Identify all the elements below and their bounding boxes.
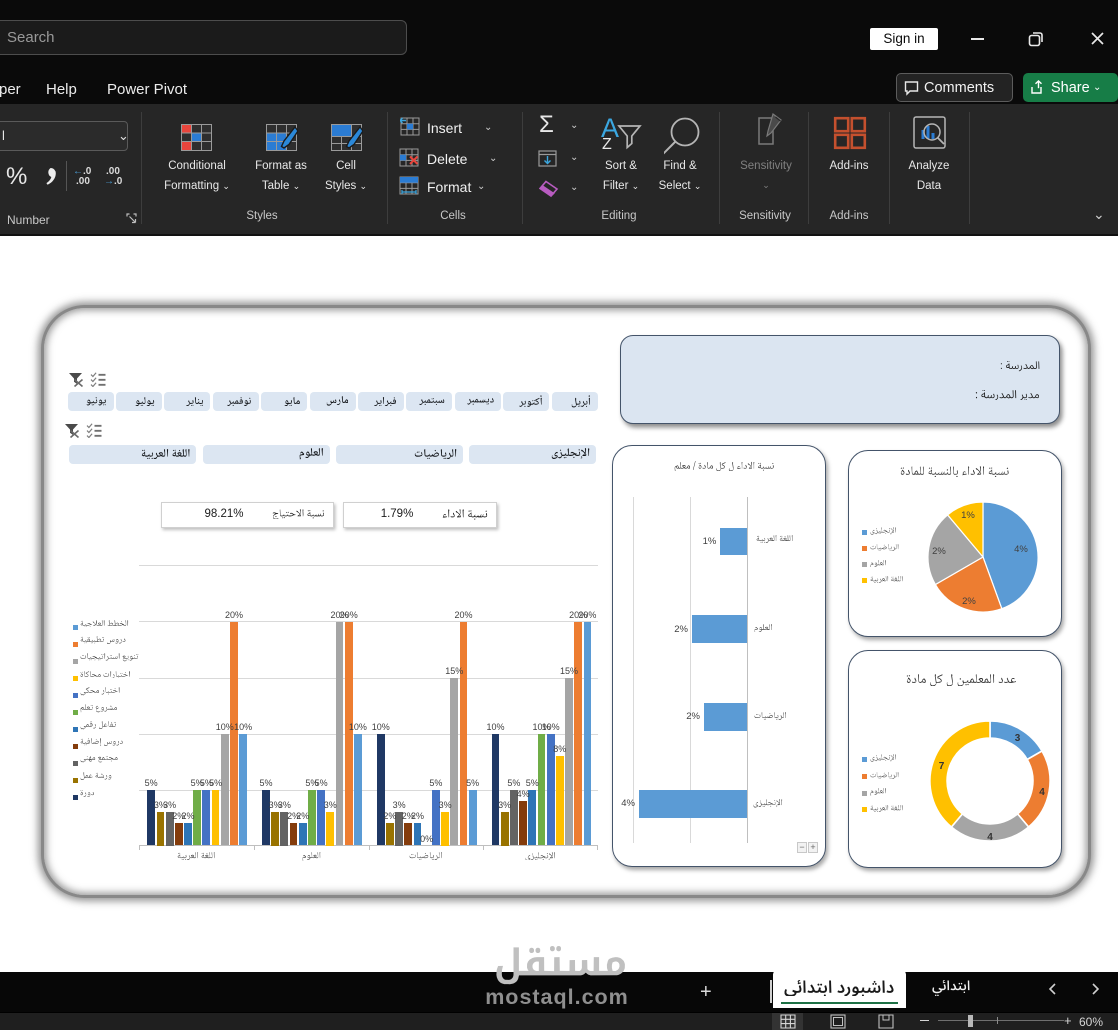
svg-text:Z: Z	[602, 136, 612, 153]
svg-text:A: A	[601, 113, 619, 143]
